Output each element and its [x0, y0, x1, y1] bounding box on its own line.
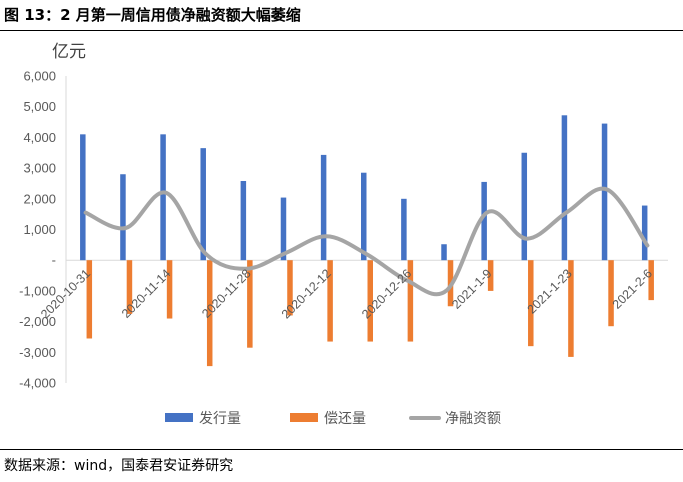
- bottom-rule: [0, 449, 683, 450]
- bar-repayment: [407, 260, 414, 342]
- bar-issuance: [320, 154, 327, 261]
- y-tick-label: -1,000: [19, 283, 56, 298]
- y-tick-label: 4,000: [23, 130, 56, 145]
- bar-repayment: [487, 260, 494, 291]
- bars: [80, 115, 654, 367]
- bar-issuance: [280, 197, 287, 261]
- y-tick-label: 2,000: [23, 191, 56, 206]
- bar-repayment: [568, 260, 574, 357]
- x-tick-label: 2020-12-12: [279, 266, 334, 321]
- y-tick-label: 5,000: [23, 99, 56, 114]
- chart: 亿元 6,000 5,000 4,000 3,000 2,000 1,000 - -1,000…: [19, 42, 668, 427]
- bar-repayment: [648, 260, 654, 301]
- x-tick-label: 2021-2-6: [610, 266, 655, 311]
- bar-repayment: [528, 260, 534, 347]
- source-note: 数据来源：wind，国泰君安证券研究: [4, 458, 234, 474]
- y-tick-label: -2,000: [19, 314, 56, 329]
- bar-issuance: [641, 205, 648, 261]
- bar-issuance: [240, 180, 247, 261]
- bar-issuance: [561, 115, 568, 261]
- y-tick-label: -4,000: [19, 376, 56, 391]
- y-axis-ticks: 6,000 5,000 4,000 3,000 2,000 1,000 - -1,000 -2,…: [19, 69, 56, 391]
- y-tick-label: 3,000: [23, 161, 56, 176]
- bar-repayment: [608, 260, 614, 327]
- legend-label: 净融资额: [445, 411, 501, 427]
- bar-issuance: [401, 198, 407, 261]
- legend-item-issuance: 发行量: [165, 411, 241, 427]
- top-rule: [0, 30, 683, 31]
- bar-issuance: [521, 152, 528, 261]
- bar-issuance: [80, 134, 86, 261]
- y-tick-label: 1,000: [23, 222, 56, 237]
- y-tick-label: 6,000: [23, 69, 56, 84]
- legend: 发行量 偿还量 净融资额: [165, 411, 501, 427]
- legend-item-net-financing: 净融资额: [409, 411, 501, 427]
- legend-item-repayment: 偿还量: [290, 411, 366, 427]
- figure-title: 图 13：2 月第一周信用债净融资额大幅萎缩: [4, 6, 301, 24]
- y-tick-label: -3,000: [19, 345, 56, 360]
- y-tick-label: -: [52, 253, 56, 268]
- bar-issuance: [160, 134, 166, 261]
- bar-issuance: [200, 148, 206, 261]
- bar-issuance: [361, 172, 367, 261]
- legend-label: 偿还量: [324, 411, 366, 427]
- bar-repayment: [367, 260, 373, 342]
- series-line-net-financing: [83, 186, 650, 297]
- bar-issuance: [441, 244, 447, 261]
- x-tick-label: 2020-12-26: [359, 266, 414, 321]
- bar-repayment: [287, 260, 293, 316]
- bar-issuance: [120, 174, 126, 261]
- bar-repayment: [247, 260, 253, 348]
- bar-repayment: [86, 260, 93, 339]
- bar-repayment: [206, 260, 213, 367]
- bar-repayment: [327, 260, 333, 342]
- legend-swatch: [290, 413, 318, 422]
- bar-repayment: [126, 260, 133, 314]
- bar-issuance: [601, 123, 608, 261]
- y-unit-label: 亿元: [52, 42, 86, 62]
- legend-label: 发行量: [199, 411, 241, 427]
- legend-swatch: [165, 413, 193, 422]
- bar-repayment: [166, 260, 173, 319]
- bar-issuance: [481, 181, 487, 261]
